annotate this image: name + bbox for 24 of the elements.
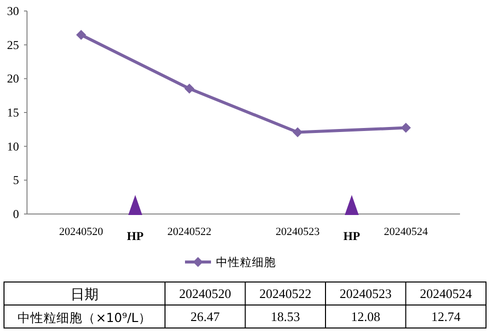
x-tick-label: 20240520 xyxy=(59,226,104,238)
x-tick-label: 20240522 xyxy=(167,226,212,238)
y-tick-label: 10 xyxy=(7,139,19,154)
text: 12.08 xyxy=(351,309,380,324)
category-label: 20240522 xyxy=(259,286,312,301)
y-tick-label: 5 xyxy=(13,173,19,188)
text: 日期 xyxy=(70,287,98,303)
y-tick-label: 15 xyxy=(7,106,19,120)
text: 中性粒细胞（×10⁹/L） xyxy=(18,310,152,325)
text: 18.53 xyxy=(270,309,300,324)
text: 26.47 xyxy=(190,309,220,324)
y-tick-label: 30 xyxy=(7,4,19,18)
y-tick-label: 0 xyxy=(13,207,19,221)
text: HP xyxy=(343,229,360,243)
category-label: 20240520 xyxy=(179,286,232,301)
category-label: 20240523 xyxy=(340,286,392,301)
text: HP xyxy=(126,229,144,243)
x-tick-label: 20240523 xyxy=(276,226,320,238)
category-label: 20240524 xyxy=(420,286,472,301)
legend-label: 中性粒细胞 xyxy=(216,255,276,269)
x-tick-label: 20240524 xyxy=(384,226,428,238)
text: 12.74 xyxy=(431,309,461,324)
y-tick-label: 25 xyxy=(7,38,19,52)
y-tick-label: 20 xyxy=(7,72,19,86)
